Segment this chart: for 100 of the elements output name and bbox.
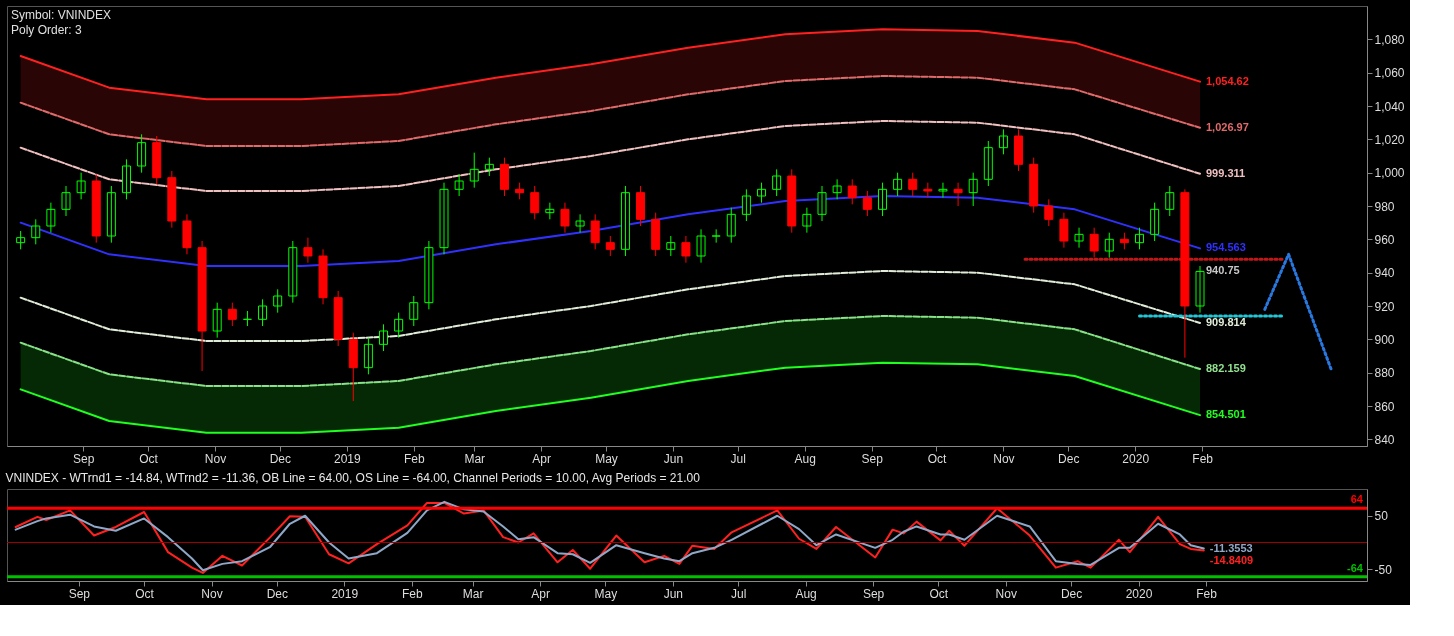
candlestick: [620, 185, 630, 257]
candlestick: [575, 213, 585, 234]
candlestick: [832, 178, 842, 200]
x-tick-label: Feb: [1196, 586, 1218, 601]
candlestick: [31, 218, 41, 245]
candlestick: [16, 230, 26, 250]
y-tick-label: 840: [1374, 432, 1395, 447]
candlestick: [288, 240, 298, 304]
candlestick: [46, 202, 56, 234]
candlestick: [681, 235, 691, 264]
x-tick-label: Dec: [1060, 586, 1083, 601]
x-tick-label: 2020: [1125, 586, 1153, 601]
x-tick-label: Oct: [927, 451, 947, 466]
data-label: -11.3553: [1209, 541, 1253, 554]
candlestick: [121, 158, 131, 200]
line-series: [19, 270, 1201, 342]
candlestick: [212, 302, 222, 339]
line-series: [19, 120, 1201, 192]
data-label: -14.8409: [1209, 553, 1254, 566]
x-tick-label: Oct: [929, 586, 949, 601]
y-tick-label: -50: [1374, 562, 1393, 577]
x-tick-label: Apr: [531, 586, 550, 601]
candlestick: [923, 182, 933, 199]
x-tick-label: Jun: [663, 586, 684, 601]
candlestick: [197, 240, 207, 372]
x-tick-label: May: [595, 451, 618, 466]
candlestick: [983, 140, 993, 187]
y-tick-label: 1,060: [1374, 66, 1405, 81]
candlestick: [303, 237, 313, 264]
data-label: 854.501: [1206, 408, 1246, 421]
data-label: 954.563: [1206, 241, 1246, 254]
x-tick-label: Nov: [995, 586, 1017, 601]
candlestick: [757, 182, 767, 204]
y-tick-label: 1,020: [1374, 132, 1405, 147]
candlestick: [1074, 227, 1084, 249]
candlestick: [318, 248, 328, 305]
line-series: [19, 75, 1201, 147]
candlestick: [137, 133, 147, 174]
x-tick-label: 2020: [1122, 451, 1150, 466]
candlestick: [787, 168, 797, 234]
x-tick-label: Jul: [730, 586, 747, 601]
annotation: Symbol: VNINDEX: [11, 8, 112, 22]
candlestick: [847, 178, 857, 205]
x-tick-label: Aug: [795, 586, 817, 601]
x-tick-label: Mar: [462, 586, 484, 601]
candlestick: [605, 235, 615, 257]
candlestick: [998, 128, 1008, 155]
x-tick-label: Nov: [993, 451, 1015, 466]
candlestick: [258, 298, 268, 327]
x-tick-label: Sep: [862, 586, 885, 601]
data-label: 882.159: [1206, 362, 1246, 375]
candlestick: [182, 213, 192, 255]
candlestick: [636, 185, 646, 227]
candlestick: [726, 207, 736, 244]
y-tick-label: 860: [1374, 399, 1395, 414]
y-tick-label: 1,080: [1374, 32, 1405, 47]
data-label: 909.814: [1206, 315, 1247, 328]
x-tick-label: Dec: [1058, 451, 1080, 466]
x-tick-label: Nov: [201, 586, 223, 601]
x-tick-label: Oct: [135, 586, 155, 601]
candlestick: [696, 228, 706, 264]
candlestick: [1165, 185, 1175, 217]
x-tick-label: Sep: [73, 451, 95, 466]
candlestick: [666, 235, 676, 257]
x-tick-label: Feb: [403, 451, 425, 466]
y-tick-label: 940: [1374, 266, 1395, 281]
candlestick: [772, 168, 782, 197]
line-series: [19, 361, 1201, 434]
data-label: 999.311: [1206, 166, 1246, 179]
y-tick-label: 960: [1374, 232, 1395, 247]
y-tick-label: 1,040: [1374, 99, 1405, 114]
ref-line-label: -64: [1347, 561, 1364, 574]
x-tick-label: 2019: [331, 586, 359, 601]
y-tick-label: 50: [1374, 509, 1389, 524]
candlestick: [379, 323, 389, 352]
candlestick: [1089, 227, 1099, 259]
candlestick: [1044, 198, 1054, 227]
candlestick: [106, 185, 116, 244]
candlestick: [484, 157, 494, 177]
candlestick: [1029, 157, 1039, 214]
candlestick: [273, 288, 283, 314]
candlestick: [61, 185, 71, 217]
chart-title: VNINDEX - WTrnd1 = -14.84, WTrnd2 = -11.36, OB Line = 64.00, OS Line = -64.00, Channel Periods = 10.00, Avg Periods = 21.00: [5, 471, 701, 485]
y-tick-label: 900: [1374, 332, 1395, 347]
x-tick-label: Nov: [204, 451, 227, 466]
y-tick-label: 880: [1374, 366, 1395, 381]
x-tick-label: Sep: [861, 451, 884, 466]
candlestick: [469, 152, 479, 189]
candlestick: [893, 172, 903, 197]
x-tick-label: 2019: [333, 451, 361, 466]
ref-line-label: 64: [1350, 493, 1364, 506]
x-tick-label: Jul: [730, 451, 746, 466]
annotation: Poly Order: 3: [11, 23, 83, 37]
candlestick: [1104, 232, 1114, 259]
candlestick: [1195, 265, 1205, 314]
y-tick-label: 1,000: [1374, 166, 1405, 181]
x-tick-label: Jun: [663, 451, 684, 466]
candlestick: [227, 302, 237, 327]
y-tick-label: 980: [1374, 199, 1395, 214]
x-tick-label: Feb: [401, 586, 423, 601]
